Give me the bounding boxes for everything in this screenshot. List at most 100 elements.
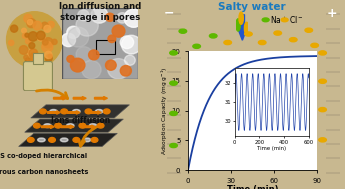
Text: −: −	[164, 7, 174, 20]
Circle shape	[81, 8, 94, 20]
Circle shape	[121, 35, 141, 54]
Polygon shape	[19, 133, 117, 146]
Ellipse shape	[67, 124, 74, 128]
Circle shape	[22, 28, 26, 33]
Text: storage in pores: storage in pores	[60, 13, 140, 22]
Circle shape	[52, 39, 57, 44]
Circle shape	[45, 51, 52, 58]
Text: porous carbon nanosheets: porous carbon nanosheets	[0, 169, 89, 175]
Text: Cl$^-$: Cl$^-$	[289, 14, 304, 25]
Circle shape	[104, 109, 110, 114]
FancyArrow shape	[95, 97, 107, 100]
Circle shape	[112, 25, 125, 37]
Circle shape	[73, 137, 80, 142]
Circle shape	[55, 123, 61, 128]
FancyArrow shape	[53, 97, 67, 100]
Ellipse shape	[89, 124, 97, 128]
Circle shape	[33, 21, 42, 30]
Circle shape	[117, 13, 128, 23]
FancyArrow shape	[67, 111, 80, 114]
Circle shape	[76, 47, 92, 62]
Circle shape	[37, 33, 45, 41]
Circle shape	[7, 12, 62, 68]
Text: Ion diffusion and: Ion diffusion and	[59, 2, 141, 11]
Circle shape	[68, 27, 89, 47]
Circle shape	[30, 53, 39, 61]
Circle shape	[22, 33, 27, 38]
Circle shape	[42, 39, 48, 45]
Circle shape	[27, 19, 33, 25]
Circle shape	[82, 60, 101, 79]
Circle shape	[28, 137, 34, 142]
Polygon shape	[31, 105, 129, 118]
Text: Salty water: Salty water	[218, 2, 286, 12]
Circle shape	[108, 35, 116, 43]
Circle shape	[9, 40, 14, 46]
Circle shape	[70, 58, 85, 72]
X-axis label: Time (min): Time (min)	[257, 146, 286, 151]
FancyArrow shape	[88, 111, 101, 114]
Circle shape	[24, 14, 32, 23]
Circle shape	[41, 22, 48, 29]
Circle shape	[45, 55, 52, 62]
Circle shape	[11, 25, 18, 32]
Ellipse shape	[44, 124, 51, 128]
Text: Na$^+$: Na$^+$	[270, 14, 288, 26]
Circle shape	[43, 38, 53, 48]
Circle shape	[42, 41, 53, 52]
Circle shape	[106, 60, 116, 70]
Circle shape	[67, 56, 74, 62]
Circle shape	[28, 49, 36, 57]
Circle shape	[120, 36, 134, 49]
Circle shape	[89, 50, 99, 60]
Ellipse shape	[38, 138, 45, 142]
Circle shape	[108, 59, 129, 79]
Circle shape	[106, 13, 114, 21]
Circle shape	[25, 58, 30, 63]
Circle shape	[29, 49, 38, 58]
Y-axis label: Adsorption Capacity (mg g$^{-1}$): Adsorption Capacity (mg g$^{-1}$)	[160, 66, 170, 155]
Circle shape	[33, 123, 40, 128]
Circle shape	[97, 123, 104, 128]
Ellipse shape	[50, 109, 57, 113]
Circle shape	[48, 21, 54, 28]
FancyArrow shape	[41, 125, 54, 128]
Circle shape	[76, 15, 98, 36]
Ellipse shape	[83, 138, 91, 142]
Circle shape	[25, 33, 29, 37]
Circle shape	[85, 109, 92, 114]
Ellipse shape	[60, 138, 68, 142]
Circle shape	[79, 123, 86, 128]
Circle shape	[37, 31, 45, 40]
Text: +: +	[327, 7, 337, 20]
Text: N,S co-doped hierarchical: N,S co-doped hierarchical	[0, 153, 87, 159]
Circle shape	[27, 19, 36, 28]
Circle shape	[44, 25, 51, 32]
Circle shape	[67, 26, 80, 39]
Circle shape	[125, 55, 135, 65]
X-axis label: Time (min): Time (min)	[227, 185, 278, 189]
FancyArrow shape	[73, 97, 86, 100]
Text: Ions diffusion: Ions diffusion	[51, 116, 111, 125]
Bar	[33, 53, 43, 64]
Circle shape	[236, 19, 240, 31]
Circle shape	[27, 59, 34, 66]
FancyArrow shape	[48, 111, 60, 114]
Circle shape	[239, 12, 243, 24]
FancyArrow shape	[238, 15, 246, 40]
Ellipse shape	[95, 109, 103, 113]
Circle shape	[61, 33, 76, 47]
Circle shape	[78, 10, 89, 21]
Circle shape	[91, 7, 108, 23]
Polygon shape	[25, 119, 124, 132]
Circle shape	[49, 137, 55, 142]
FancyArrow shape	[61, 125, 74, 128]
Circle shape	[48, 54, 52, 58]
Circle shape	[36, 55, 40, 60]
Circle shape	[244, 22, 249, 34]
Circle shape	[29, 43, 35, 49]
FancyBboxPatch shape	[23, 62, 52, 91]
Circle shape	[91, 137, 98, 142]
Circle shape	[26, 39, 31, 44]
Circle shape	[120, 66, 131, 76]
